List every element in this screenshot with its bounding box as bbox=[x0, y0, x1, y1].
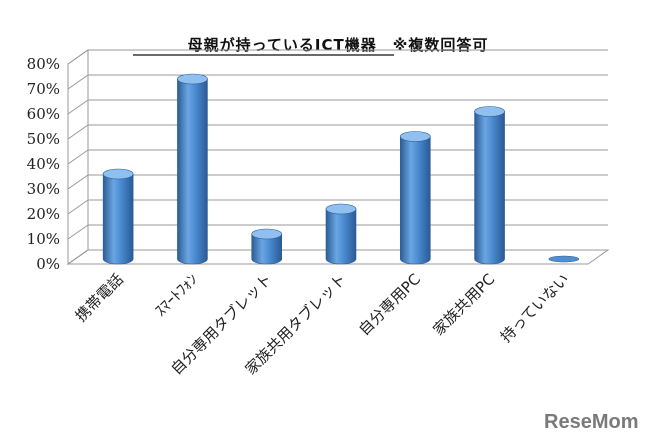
y-tick-label: 30% bbox=[27, 180, 60, 198]
bar bbox=[102, 168, 134, 265]
bar bbox=[325, 203, 357, 265]
y-tick-label: 70% bbox=[27, 80, 60, 98]
x-tick-label: 自分専用PC bbox=[355, 270, 424, 339]
bar bbox=[474, 106, 505, 265]
watermark-text: ReseMom bbox=[544, 411, 638, 433]
y-tick-label: 0% bbox=[36, 255, 60, 273]
gridline bbox=[67, 124, 608, 140]
y-tick-label: 10% bbox=[27, 230, 60, 248]
x-tick-label: ｽﾏｰﾄﾌｫﾝ bbox=[151, 270, 201, 320]
y-tick-label: 40% bbox=[27, 155, 60, 173]
bar bbox=[399, 131, 431, 265]
gridline bbox=[67, 99, 608, 115]
x-tick-label: 持っていない bbox=[497, 270, 573, 346]
y-tick-label: 60% bbox=[27, 105, 60, 123]
gridline bbox=[67, 74, 608, 90]
chart-title: 母親が持っているICT機器 ※複数回答可 bbox=[188, 36, 489, 54]
x-tick-label: 携帯電話 bbox=[72, 270, 127, 325]
resemom-logo: ReseMom bbox=[544, 411, 638, 433]
bar bbox=[548, 255, 580, 263]
y-tick-label: 20% bbox=[27, 205, 60, 223]
gridline bbox=[67, 149, 608, 165]
y-tick-label: 80% bbox=[27, 55, 60, 73]
y-tick-label: 50% bbox=[27, 130, 60, 148]
bar bbox=[177, 73, 208, 265]
bar bbox=[251, 228, 283, 265]
floor bbox=[66, 249, 610, 265]
x-tick-label: 家族共用PC bbox=[429, 270, 498, 339]
gridline bbox=[67, 174, 608, 190]
